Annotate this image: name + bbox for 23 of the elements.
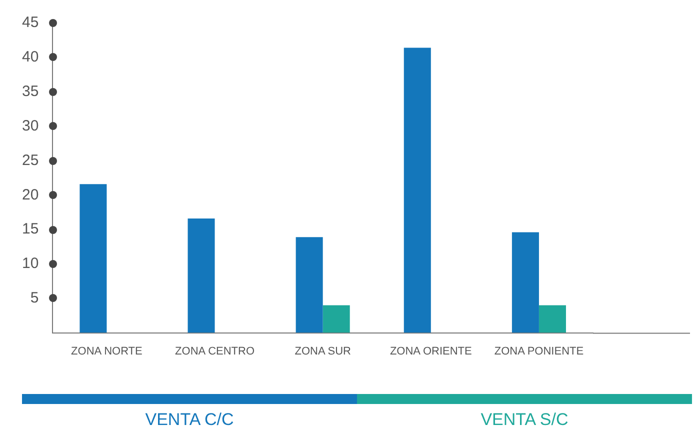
y-tick-label: 40 xyxy=(22,48,39,66)
bar xyxy=(80,184,107,333)
y-tick-label: 15 xyxy=(22,220,39,238)
y-tick-label: 45 xyxy=(22,14,39,32)
y-tick-label: 25 xyxy=(22,152,39,169)
x-tick-label: ZONA PONIENTE xyxy=(494,345,584,358)
bar xyxy=(404,48,431,333)
bar xyxy=(296,237,323,333)
bar xyxy=(538,305,566,333)
y-tick-label: 35 xyxy=(22,82,39,100)
text: VENTA C/C xyxy=(144,410,235,430)
x-tick-label: ZONA SUR xyxy=(294,345,352,358)
bar xyxy=(188,218,215,333)
bar xyxy=(512,232,539,333)
y-tick-label: 5 xyxy=(30,290,39,307)
text: VENTA S/C xyxy=(480,410,570,430)
y-tick-label: 20 xyxy=(22,186,39,204)
bar xyxy=(322,305,350,333)
y-tick-label: 10 xyxy=(22,255,39,272)
x-tick-label: ZONA NORTE xyxy=(71,345,142,358)
x-tick-label: ZONA ORIENTE xyxy=(390,345,472,358)
x-tick-label: ZONA CENTRO xyxy=(175,345,255,358)
y-tick-label: 30 xyxy=(22,117,39,134)
